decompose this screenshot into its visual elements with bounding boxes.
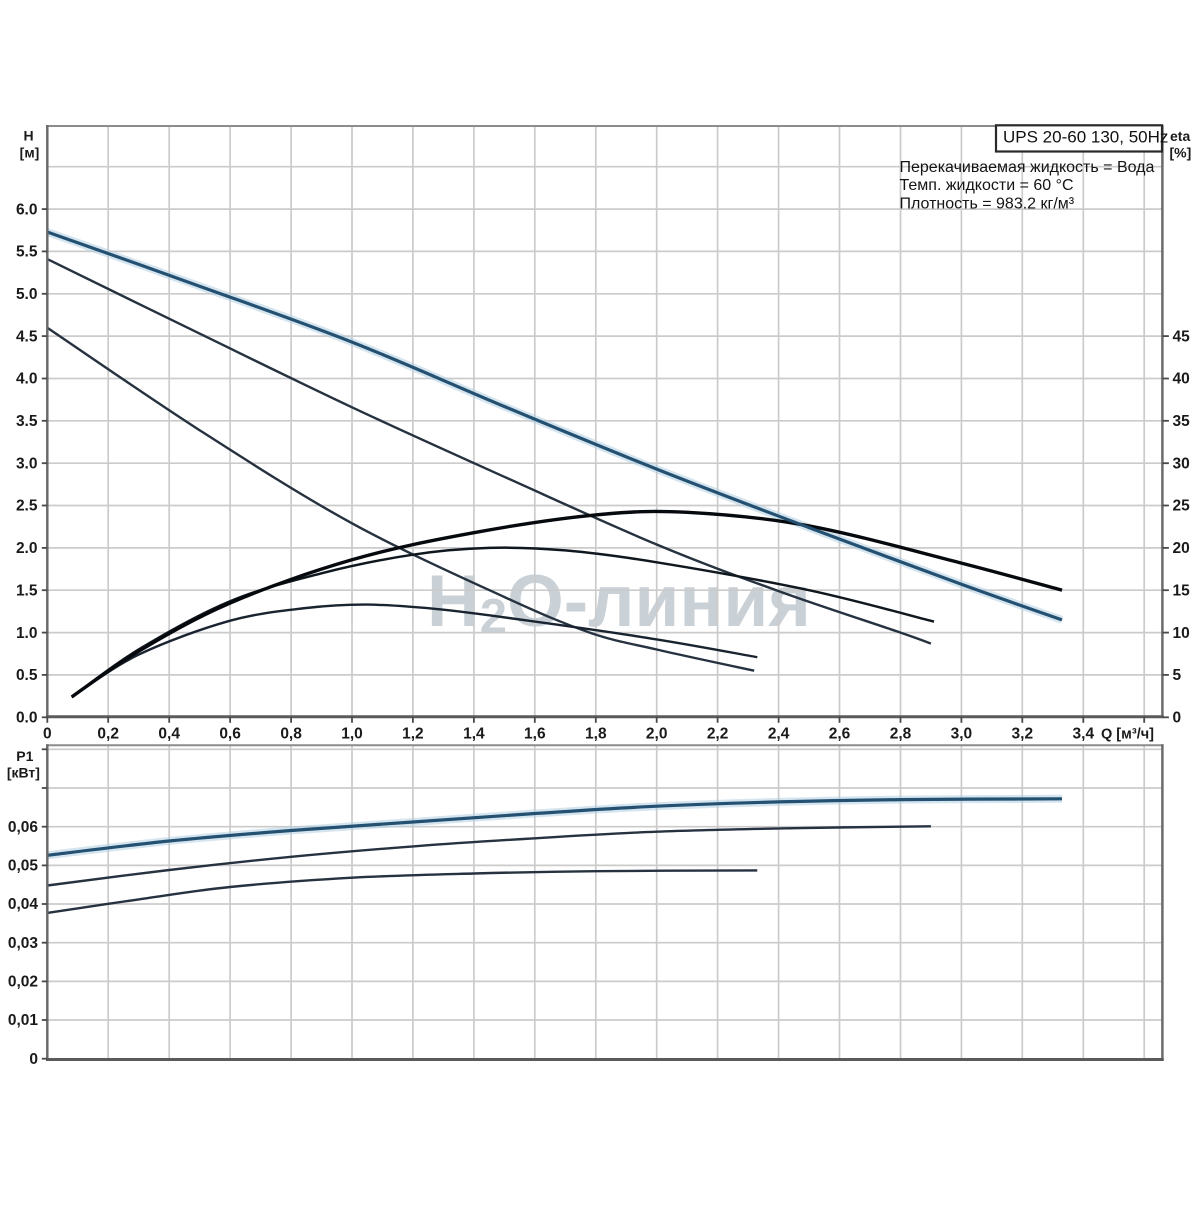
svg-text:0,03: 0,03 <box>8 935 39 952</box>
svg-text:1,0: 1,0 <box>341 726 363 743</box>
svg-text:5.0: 5.0 <box>16 286 38 303</box>
svg-text:2.0: 2.0 <box>16 540 38 557</box>
svg-text:3.5: 3.5 <box>16 413 38 430</box>
svg-text:2.5: 2.5 <box>16 498 38 515</box>
svg-text:0,8: 0,8 <box>280 726 302 743</box>
svg-text:0.0: 0.0 <box>16 710 38 727</box>
svg-text:5.5: 5.5 <box>16 244 38 261</box>
svg-text:0,04: 0,04 <box>8 896 39 913</box>
svg-text:[м]: [м] <box>20 145 40 161</box>
svg-text:[%]: [%] <box>1170 145 1192 161</box>
svg-text:45: 45 <box>1173 328 1191 345</box>
svg-text:P1: P1 <box>16 748 33 764</box>
svg-text:0,4: 0,4 <box>158 726 180 743</box>
svg-text:35: 35 <box>1173 413 1191 430</box>
svg-text:0: 0 <box>1173 710 1182 727</box>
svg-text:0,2: 0,2 <box>97 726 119 743</box>
svg-text:0,01: 0,01 <box>8 1012 39 1029</box>
svg-text:0.5: 0.5 <box>16 667 38 684</box>
svg-text:Q [м³/ч]: Q [м³/ч] <box>1101 727 1154 743</box>
svg-text:eta: eta <box>1170 128 1190 144</box>
svg-text:30: 30 <box>1173 455 1190 472</box>
svg-text:10: 10 <box>1173 625 1190 642</box>
svg-text:1,2: 1,2 <box>402 726 424 743</box>
svg-text:3,4: 3,4 <box>1073 726 1095 743</box>
svg-text:H: H <box>23 128 33 144</box>
svg-text:[кВт]: [кВт] <box>7 765 40 781</box>
svg-text:1,4: 1,4 <box>463 726 485 743</box>
svg-text:4.0: 4.0 <box>16 371 38 388</box>
svg-text:Плотность = 983.2 кг/м³: Плотность = 983.2 кг/м³ <box>900 195 1075 212</box>
svg-text:40: 40 <box>1173 371 1190 388</box>
svg-text:2,2: 2,2 <box>707 726 729 743</box>
svg-text:2,0: 2,0 <box>646 726 668 743</box>
svg-text:3,0: 3,0 <box>951 726 973 743</box>
svg-text:3.0: 3.0 <box>16 455 38 472</box>
svg-text:0,05: 0,05 <box>8 858 39 875</box>
svg-text:6.0: 6.0 <box>16 201 38 218</box>
svg-text:0: 0 <box>43 726 52 743</box>
svg-text:1.5: 1.5 <box>16 583 38 600</box>
svg-text:0,02: 0,02 <box>8 974 38 991</box>
svg-text:Темп. жидкости = 60 °C: Темп. жидкости = 60 °C <box>900 177 1074 194</box>
svg-text:UPS 20-60 130, 50Hz: UPS 20-60 130, 50Hz <box>1003 127 1168 146</box>
svg-text:1.0: 1.0 <box>16 625 38 642</box>
svg-text:20: 20 <box>1173 540 1190 557</box>
svg-text:1,6: 1,6 <box>524 726 546 743</box>
svg-text:2,4: 2,4 <box>768 726 790 743</box>
svg-text:25: 25 <box>1173 498 1191 515</box>
svg-text:3,2: 3,2 <box>1012 726 1034 743</box>
svg-text:Перекачиваемая жидкость = Вода: Перекачиваемая жидкость = Вода <box>900 159 1155 176</box>
svg-text:0,06: 0,06 <box>8 819 39 836</box>
svg-text:15: 15 <box>1173 583 1191 600</box>
svg-text:2,8: 2,8 <box>890 726 912 743</box>
svg-text:0,6: 0,6 <box>219 726 241 743</box>
svg-text:4.5: 4.5 <box>16 328 38 345</box>
svg-text:0: 0 <box>29 1051 38 1068</box>
svg-text:5: 5 <box>1173 667 1182 684</box>
svg-text:1,8: 1,8 <box>585 726 607 743</box>
svg-text:2,6: 2,6 <box>829 726 851 743</box>
